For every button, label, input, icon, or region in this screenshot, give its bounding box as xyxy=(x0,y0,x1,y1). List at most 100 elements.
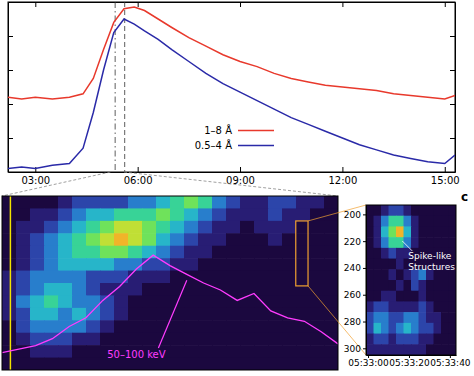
tick xyxy=(8,36,13,37)
heatmap-cell xyxy=(184,221,199,234)
heatmap-cell xyxy=(404,323,412,334)
heatmap-cell xyxy=(72,233,87,246)
heatmap-cell xyxy=(441,323,449,334)
heatmap-cell xyxy=(268,196,283,209)
heatmap-cell xyxy=(254,208,269,221)
heatmap-cell xyxy=(419,280,427,291)
x-axis-top-line xyxy=(9,2,456,3)
plot-frame xyxy=(8,2,455,172)
heatmap-cell xyxy=(411,280,419,291)
heatmap-cell xyxy=(114,233,129,246)
heatmap-cell xyxy=(324,320,338,333)
heatmap-cell xyxy=(419,344,427,355)
heatmap-cell xyxy=(86,283,101,296)
heatmap-cell xyxy=(16,221,31,234)
heatmap-cell xyxy=(389,205,397,216)
heatmap-cell xyxy=(226,333,241,346)
heatmap-cell xyxy=(44,283,59,296)
tick-label: 240 xyxy=(344,263,361,273)
heatmap-cell xyxy=(404,280,412,291)
heatmap-cell xyxy=(142,196,157,209)
heatmap-cell xyxy=(282,233,297,246)
heatmap-cell xyxy=(434,301,442,312)
heatmap-cell xyxy=(310,233,325,246)
tick: 240 xyxy=(344,263,366,273)
x-axis-top xyxy=(9,2,456,7)
heatmap-cell xyxy=(374,248,382,259)
heatmap-cell xyxy=(374,269,382,280)
heatmap-cell xyxy=(426,280,434,291)
heatmap-cell xyxy=(184,345,199,358)
heatmap-cell xyxy=(212,196,227,209)
tick-mark xyxy=(240,167,241,172)
x-axis: 05:33:0005:33:2005:33:40 xyxy=(348,355,471,368)
plot-area xyxy=(2,196,338,370)
heatmap-cell xyxy=(374,259,382,270)
heatmap-cell xyxy=(226,358,241,370)
heatmap-cell xyxy=(198,320,213,333)
heatmap-cell xyxy=(324,283,338,296)
heatmap-cell xyxy=(366,205,374,216)
heatmap-cell xyxy=(184,295,199,308)
tick-mark xyxy=(138,167,139,172)
tick-mark xyxy=(450,138,455,139)
heatmap-cell xyxy=(212,246,227,259)
heatmap-cell xyxy=(198,283,213,296)
heatmap-cell xyxy=(170,233,185,246)
heatmap-cell xyxy=(44,271,59,284)
tick-label: 15:00 xyxy=(431,175,460,186)
heatmap-cell xyxy=(296,345,311,358)
heatmap-cell xyxy=(212,320,227,333)
heatmap-cell xyxy=(240,208,255,221)
heatmap-cell xyxy=(240,308,255,321)
heatmap-cell xyxy=(374,301,382,312)
heatmap-cell xyxy=(170,221,185,234)
tick-mark xyxy=(363,214,366,215)
heatmap-cell xyxy=(16,258,31,271)
plot-area xyxy=(8,2,455,172)
heatmap-cell xyxy=(374,237,382,248)
heatmap-cell xyxy=(2,295,17,308)
heatmap-cell xyxy=(324,221,338,234)
heatmap-cell xyxy=(100,208,115,221)
heatmap-cell xyxy=(198,333,213,346)
heatmap-cell xyxy=(156,246,171,259)
heatmap-cell xyxy=(282,208,297,221)
heatmap-cell xyxy=(282,271,297,284)
heatmap-cell xyxy=(16,308,31,321)
heatmap-cell xyxy=(30,208,45,221)
heatmap-cell xyxy=(170,320,185,333)
heatmap-cell xyxy=(16,333,31,346)
heatmap-cell xyxy=(212,221,227,234)
heatmap-cell xyxy=(396,312,404,323)
heatmap-cell xyxy=(212,233,227,246)
heatmap-cell xyxy=(240,345,255,358)
heatmap-cell xyxy=(254,345,269,358)
heatmap-cell xyxy=(366,259,374,270)
heatmap-cell xyxy=(2,246,17,259)
heatmap-cell xyxy=(434,291,442,302)
heatmap-cell xyxy=(212,308,227,321)
heatmap-cell xyxy=(30,271,45,284)
heatmap-cell xyxy=(30,283,45,296)
heatmap-cell xyxy=(226,308,241,321)
heatmap-cell xyxy=(396,280,404,291)
heatmap-cell xyxy=(58,295,73,308)
heatmap-cell xyxy=(44,258,59,271)
heatmap-cell xyxy=(396,291,404,302)
heatmap-cell xyxy=(434,312,442,323)
heatmap-cell xyxy=(86,221,101,234)
heatmap-cell xyxy=(268,295,283,308)
heatmap-cell xyxy=(441,237,449,248)
heatmap-cell xyxy=(381,312,389,323)
tick-mark xyxy=(35,2,36,7)
heatmap-cell xyxy=(374,312,382,323)
heatmap-cell xyxy=(282,283,297,296)
heatmap-cell xyxy=(268,246,283,259)
tick xyxy=(450,138,455,139)
heatmap-cell xyxy=(426,237,434,248)
heatmap-cell xyxy=(434,205,442,216)
heatmap-cell xyxy=(58,246,73,259)
heatmap-cell xyxy=(381,226,389,237)
heatmap-cell xyxy=(396,259,404,270)
